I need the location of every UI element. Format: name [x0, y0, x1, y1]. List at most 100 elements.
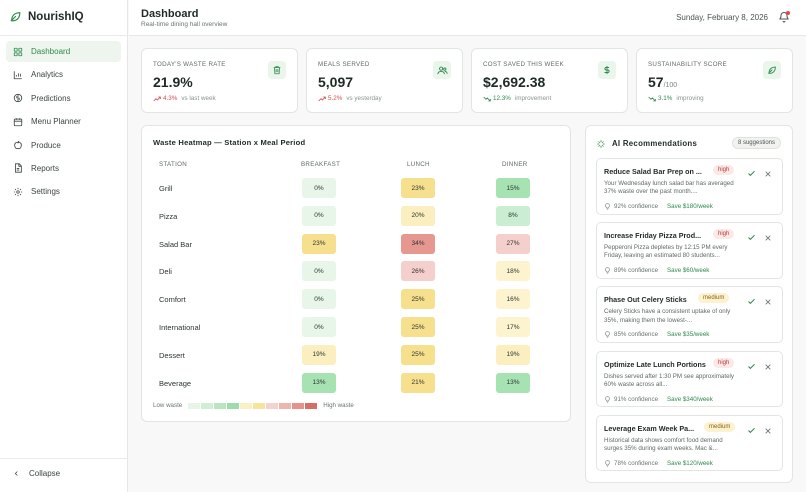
recommendation-card[interactable]: Reduce Salad Bar Prep on ... high Your Wed…	[596, 158, 783, 215]
kpi-label: Sustainability Score	[648, 61, 728, 68]
recommendation-description: Dishes served after 1:30 PM see approxim…	[604, 372, 734, 388]
trend-up-icon	[318, 96, 326, 101]
kpi-card-sustainability: Sustainability Score 57/100 3.1% improvin…	[636, 48, 793, 113]
heatmap-cell[interactable]: 0%	[302, 317, 336, 337]
brand[interactable]: NourishIQ	[9, 10, 84, 23]
trend-down-icon	[648, 96, 656, 101]
sidebar-item-label: Analytics	[31, 70, 64, 80]
sidebar-item-dashboard[interactable]: Dashboard	[6, 41, 121, 62]
bar-chart-icon	[13, 71, 22, 80]
sidebar-item-menu-planner[interactable]: Menu Planner	[6, 111, 121, 132]
recommendation-description: Your Wednesday lunch salad bar has avera…	[604, 180, 734, 196]
bell-icon[interactable]	[778, 11, 790, 23]
collapse-button[interactable]: Collapse	[13, 469, 60, 478]
legend-low-label: Low waste	[153, 402, 183, 409]
check-icon[interactable]	[747, 297, 756, 306]
heatmap-cell[interactable]: 25%	[401, 344, 435, 365]
legend-swatch	[253, 402, 266, 409]
confidence-label: 89% confidence	[614, 267, 659, 275]
heatmap-cell[interactable]: 23%	[401, 178, 435, 198]
confidence-label: 78% confidence	[614, 459, 659, 467]
heatmap-cell[interactable]: 16%	[496, 289, 530, 310]
recommendation-footer: 91% confidence Save $340/week	[604, 396, 713, 403]
savings-label: Save $180/week	[667, 203, 713, 210]
heatmap-cell[interactable]: 15%	[496, 178, 530, 198]
column-header-dinner: Dinner	[502, 161, 528, 168]
close-icon[interactable]	[764, 427, 772, 435]
heatmap-cell[interactable]: 34%	[401, 233, 435, 254]
heatmap-cell[interactable]: 20%	[401, 205, 435, 226]
legend-swatch	[201, 402, 214, 409]
divider	[0, 35, 128, 36]
sidebar-item-predictions[interactable]: Predictions	[6, 88, 121, 109]
priority-badge: medium	[704, 421, 736, 432]
station-label: International	[159, 323, 201, 332]
heatmap-cell[interactable]: 0%	[302, 261, 336, 282]
heatmap-cell[interactable]: 13%	[302, 372, 336, 393]
heatmap-cell[interactable]: 19%	[302, 344, 336, 365]
heatmap-cell[interactable]: 13%	[496, 372, 530, 393]
heatmap-cell[interactable]: 19%	[496, 344, 530, 365]
heatmap-cell[interactable]: 25%	[401, 317, 435, 337]
kpi-value: $2,692.38	[483, 74, 546, 90]
sidebar-item-analytics[interactable]: Analytics	[6, 64, 121, 85]
heatmap-cell[interactable]: 21%	[401, 372, 435, 393]
savings-label: Save $60/week	[667, 267, 710, 275]
document-icon	[15, 163, 22, 174]
check-icon[interactable]	[747, 426, 756, 435]
heatmap-cell[interactable]: 0%	[302, 289, 336, 310]
page-title: Dashboard	[141, 8, 199, 20]
recommendation-footer: 89% confidence Save $60/week	[604, 267, 709, 274]
recommendation-footer: 92% confidence Save $180/week	[604, 203, 713, 210]
close-icon[interactable]	[764, 234, 772, 242]
heatmap-cell[interactable]: 0%	[302, 205, 336, 226]
trend-down-icon	[483, 96, 491, 101]
check-icon[interactable]	[747, 233, 756, 242]
check-icon[interactable]	[747, 362, 756, 371]
recommendation-title: Optimize Late Lunch Portions	[604, 359, 706, 369]
collapse-label: Collapse	[29, 469, 61, 478]
heatmap-cell[interactable]: 18%	[496, 261, 530, 282]
sidebar-item-reports[interactable]: Reports	[6, 158, 121, 179]
close-icon[interactable]	[764, 170, 772, 178]
close-icon[interactable]	[764, 298, 772, 306]
kpi-card-waste-rate: Today's Waste Rate 21.9% 4.3% vs last wee…	[141, 48, 298, 113]
sidebar-item-settings[interactable]: Settings	[6, 181, 121, 202]
lightbulb-icon	[605, 267, 610, 274]
heatmap-cell[interactable]: 8%	[496, 205, 530, 226]
heatmap-cell[interactable]: 27%	[496, 233, 530, 254]
close-icon[interactable]	[764, 363, 772, 371]
recommendation-card[interactable]: Leverage Exam Week Pa... medium Historical…	[596, 414, 783, 472]
column-header-breakfast: Breakfast	[301, 161, 341, 168]
heatmap-cell[interactable]: 23%	[302, 233, 336, 254]
column-header-station: Station	[159, 161, 187, 168]
check-icon[interactable]	[747, 169, 756, 178]
recommendation-card[interactable]: Increase Friday Pizza Prod... high Peppero…	[596, 222, 783, 279]
leaf-icon	[763, 61, 781, 79]
priority-badge: high	[713, 229, 735, 240]
legend-scale	[188, 402, 318, 409]
sidebar-item-label: Reports	[31, 163, 60, 173]
recommendation-title: Increase Friday Pizza Prod...	[604, 231, 702, 241]
page-subtitle: Real-time dining hall overview	[141, 21, 228, 28]
legend-swatch	[214, 402, 227, 409]
heatmap-cell[interactable]: 0%	[302, 178, 336, 198]
sidebar-item-label: Settings	[31, 187, 60, 197]
station-label: Comfort	[159, 295, 186, 305]
recommendation-card[interactable]: Optimize Late Lunch Portions high Dishes s…	[596, 350, 783, 408]
sidebar-item-produce[interactable]: Produce	[6, 135, 121, 156]
kpi-card-meals-served: Meals Served 5,097 5.2% vs yesterday	[306, 48, 463, 113]
current-date: Sunday, February 8, 2026	[676, 13, 768, 22]
legend-swatch	[305, 402, 318, 409]
heatmap-cell[interactable]: 17%	[496, 317, 530, 337]
sidebar-item-label: Dashboard	[31, 47, 71, 56]
legend-swatch	[188, 402, 201, 409]
recommendation-description: Pepperoni Pizza depletes by 12:15 PM eve…	[604, 244, 728, 260]
brain-icon	[13, 94, 23, 103]
recommendation-card[interactable]: Phase Out Celery Sticks medium Celery Stic…	[596, 286, 783, 343]
heatmap-cell[interactable]: 26%	[401, 261, 435, 282]
heatmap-cell[interactable]: 25%	[401, 289, 435, 310]
leaf-icon	[10, 12, 21, 22]
legend-swatch	[279, 402, 292, 409]
kpi-value: 57/100	[648, 74, 678, 90]
